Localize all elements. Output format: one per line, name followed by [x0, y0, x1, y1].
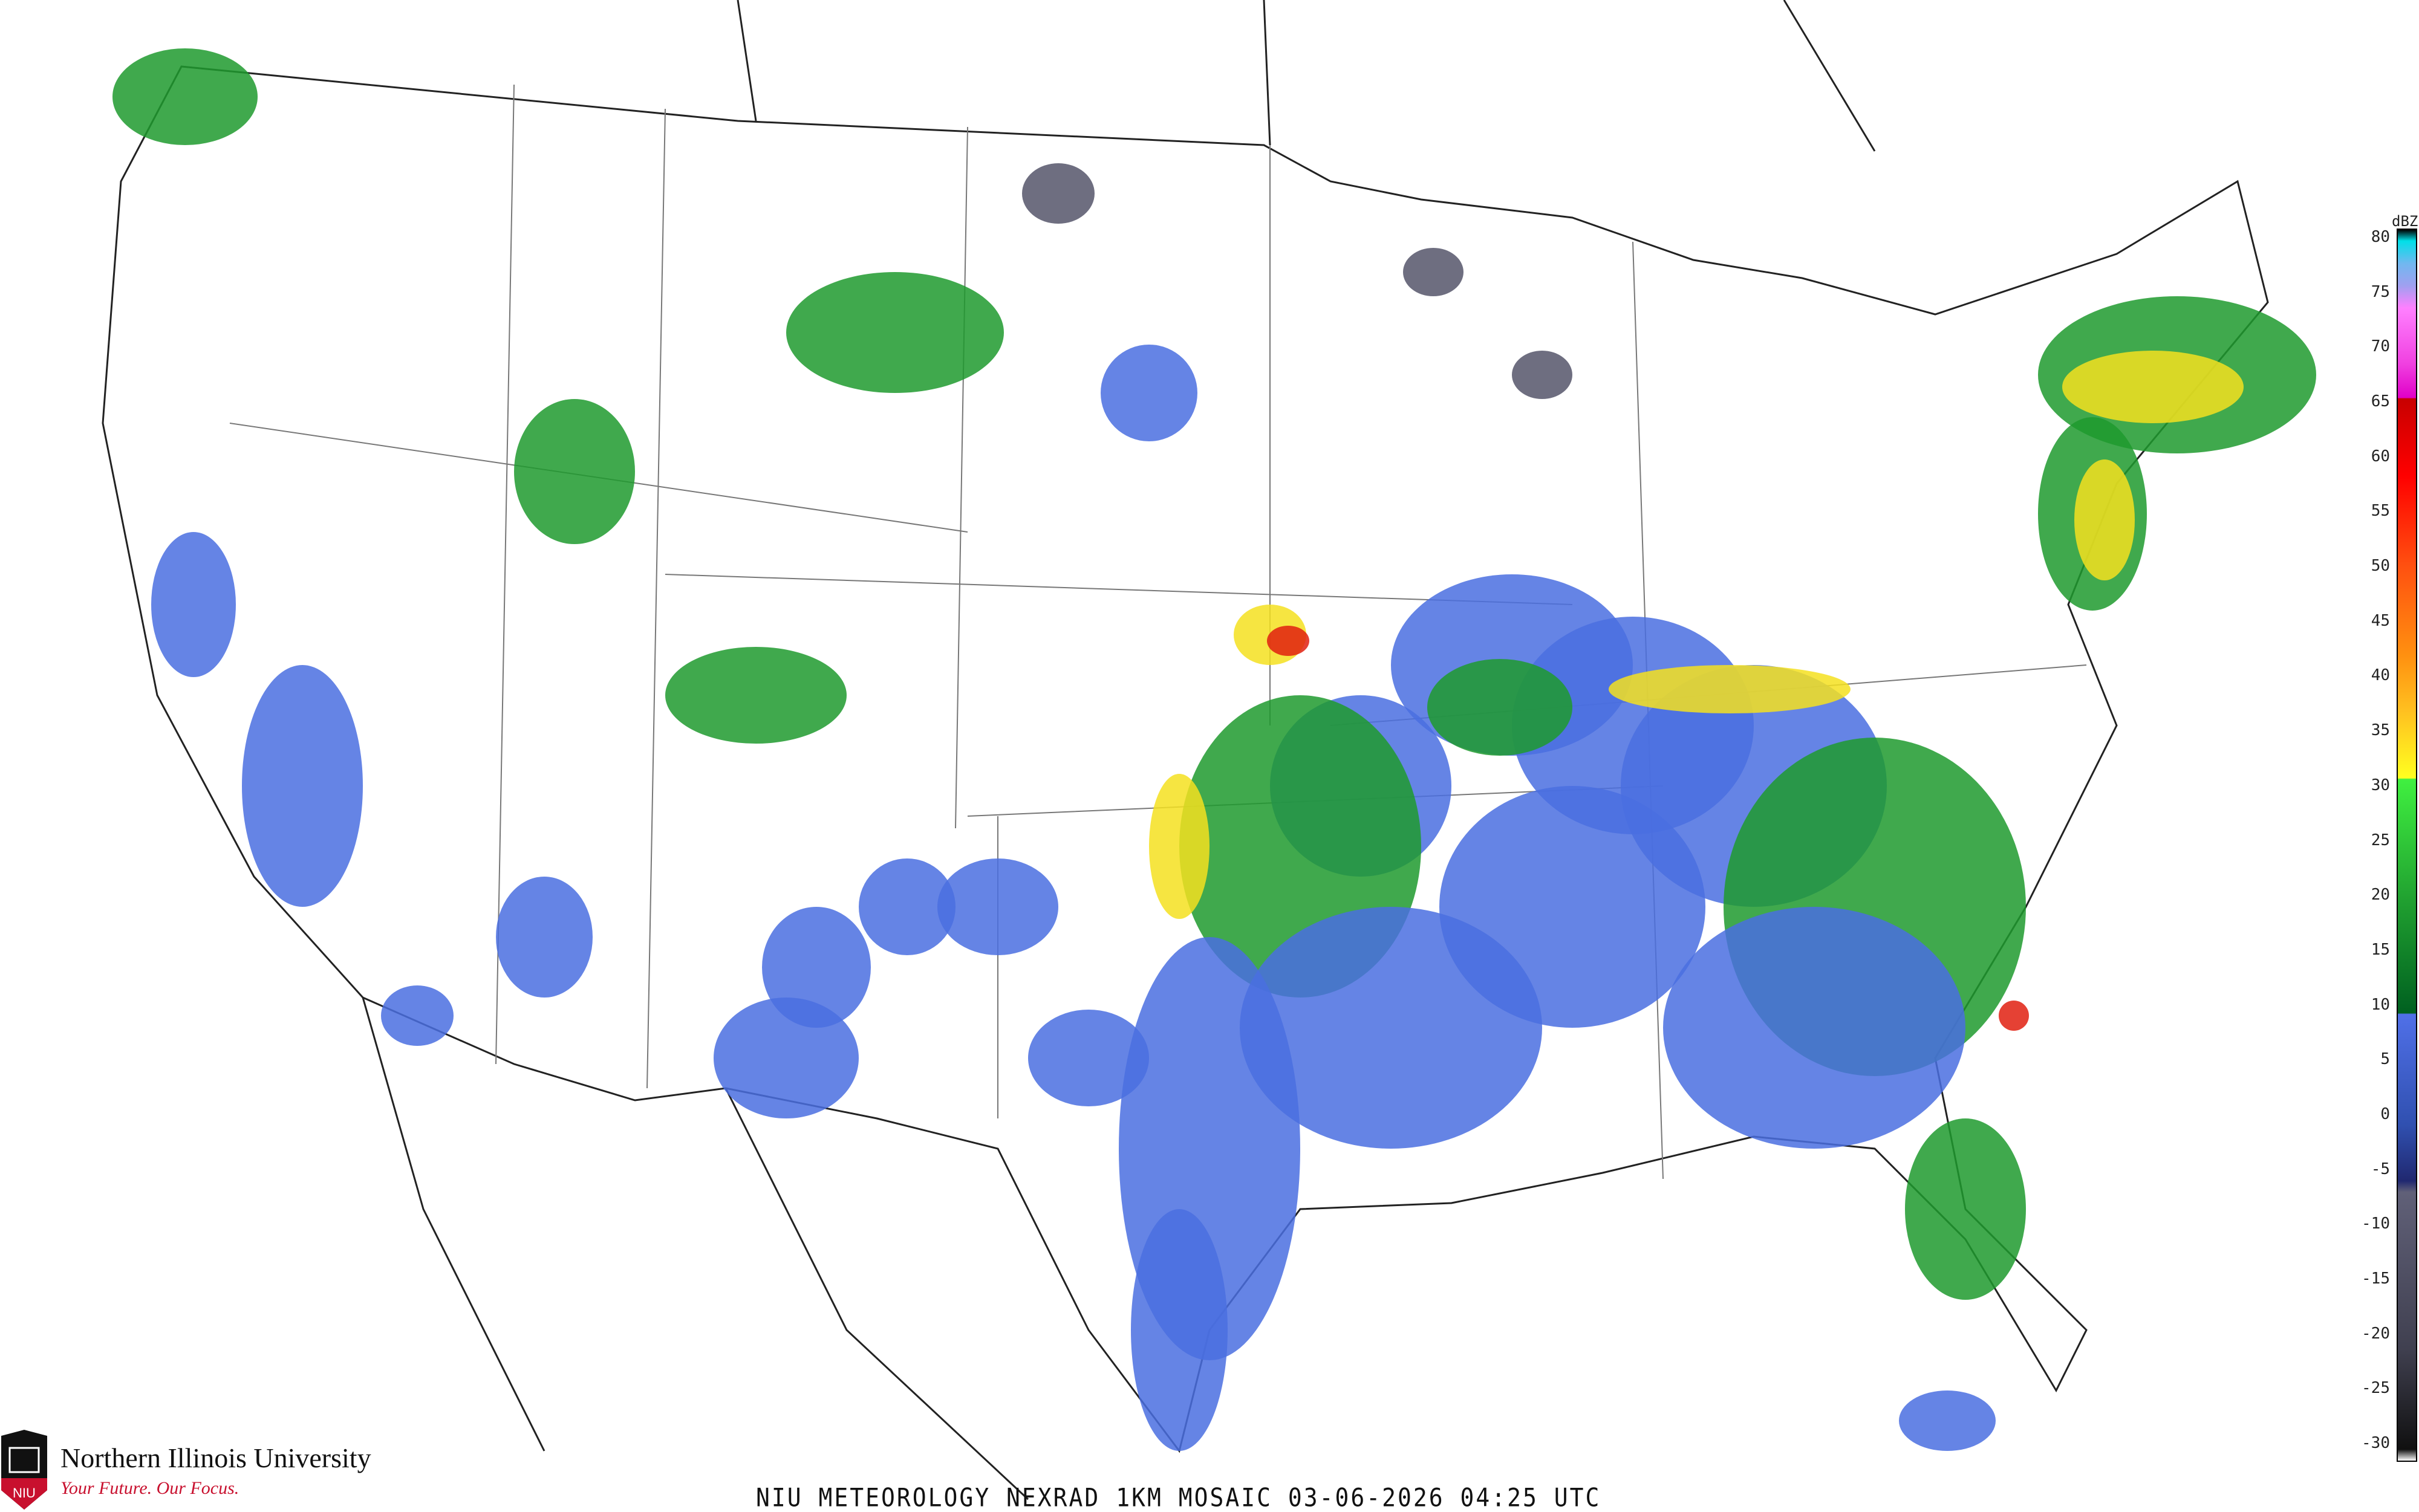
radar-echo [1149, 774, 1210, 919]
radar-echo [1609, 665, 1851, 713]
legend-tick-label: 35 [2371, 721, 2390, 740]
legend-tick-label: 5 [2380, 1050, 2390, 1069]
legend-unit: dBZ [2392, 213, 2418, 230]
logo-tagline: Your Future. Our Focus. [60, 1478, 239, 1498]
legend-tick-label: 25 [2371, 831, 2390, 849]
radar-echo [1240, 907, 1542, 1149]
coastline-mexico [362, 997, 1029, 1501]
radar-echo [859, 858, 956, 955]
radar-echo [496, 877, 593, 998]
logo-mark: NIU [13, 1485, 36, 1501]
radar-echo [1028, 1010, 1149, 1106]
legend-tick-label: -10 [2362, 1215, 2390, 1233]
radar-echo [2074, 459, 2135, 580]
dbz-color-scale [2397, 229, 2417, 1462]
radar-echo [1999, 1001, 2029, 1031]
legend-tick-label: 60 [2371, 447, 2390, 466]
radar-echo [1663, 907, 1965, 1149]
legend-tick-label: 80 [2371, 228, 2390, 246]
canada-lines [737, 0, 1876, 152]
logo-name: Northern Illinois University [60, 1442, 371, 1473]
legend-tick-label: 40 [2371, 666, 2390, 685]
legend-tick-label: -30 [2362, 1434, 2390, 1452]
radar-echo [112, 48, 258, 145]
legend-tick-label: -5 [2371, 1160, 2390, 1178]
radar-echo [381, 985, 454, 1046]
radar-echo [1512, 351, 1572, 399]
niu-shield-icon: NIU [1, 1430, 47, 1510]
us-border [102, 65, 2269, 1453]
radar-echoes [112, 48, 2316, 1451]
radar-echo [1131, 1209, 1228, 1451]
legend-tick-label: 50 [2371, 557, 2390, 576]
radar-echo [1905, 1118, 2026, 1300]
radar-echo [1022, 163, 1095, 224]
radar-echo [665, 647, 847, 744]
legend-tick-label: -25 [2362, 1379, 2390, 1398]
legend-tick-label: 65 [2371, 392, 2390, 411]
map-title: NIU METEOROLOGY NEXRAD 1KM MOSAIC 03-06-… [756, 1482, 1601, 1512]
legend-tick-label: -20 [2362, 1324, 2390, 1343]
legend-tick-label: 10 [2371, 995, 2390, 1014]
legend-tick-label: 55 [2371, 502, 2390, 521]
radar-echo [1403, 248, 1463, 296]
legend-tick-label: 45 [2371, 611, 2390, 630]
legend-tick-label: 0 [2380, 1105, 2390, 1123]
radar-echo [2062, 351, 2244, 423]
legend-tick-label: 70 [2371, 337, 2390, 356]
radar-echo [1101, 345, 1197, 441]
radar-echo [151, 532, 236, 677]
map-outlines [102, 0, 2269, 1501]
radar-echo [762, 907, 871, 1028]
radar-echo [1267, 626, 1309, 656]
radar-echo [514, 399, 635, 544]
radar-echo [714, 998, 859, 1118]
legend-tick-label: 15 [2371, 940, 2390, 959]
radar-echo [242, 665, 363, 907]
niu-logo: NIU Northern Illinois University Your Fu… [0, 1430, 435, 1510]
legend-tick-label: 20 [2371, 886, 2390, 904]
radar-echo [1899, 1390, 1996, 1451]
radar-echo [937, 858, 1058, 955]
radar-echo [786, 272, 1004, 393]
legend-tick-label: 30 [2371, 776, 2390, 794]
legend-tick-label: -15 [2362, 1269, 2390, 1288]
legend-tick-label: 75 [2371, 282, 2390, 301]
radar-echo [1427, 659, 1572, 756]
